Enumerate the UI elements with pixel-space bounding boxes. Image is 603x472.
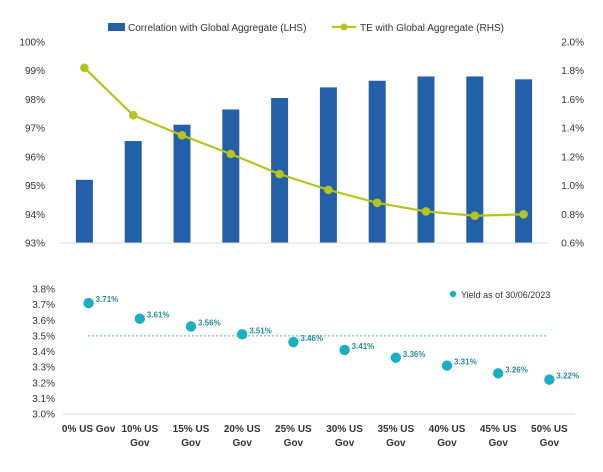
yield-point (493, 368, 504, 379)
correlation-bar (319, 87, 337, 244)
x-tick-label: Gov (181, 438, 201, 449)
correlation-bar (75, 179, 93, 243)
x-tick-label: 15% US (173, 424, 210, 435)
correlation-bar (368, 80, 386, 243)
correlation-bar (222, 109, 240, 243)
x-tick-label: Gov (540, 438, 560, 449)
bottom-legend: Yield as of 30/06/2023 (449, 290, 550, 300)
right-axis-tick-label: 1.6% (561, 95, 584, 106)
legend-bar-label: Correlation with Global Aggregate (LHS) (128, 23, 306, 34)
legend-yield-marker (449, 290, 457, 298)
yield-data-label: 3.36% (403, 350, 426, 359)
legend-yield-label: Yield as of 30/06/2023 (461, 290, 550, 300)
correlation-bar (515, 79, 533, 243)
te-point (275, 169, 284, 179)
yield-data-label: 3.51% (249, 326, 272, 335)
left-axis-tick-label: 95% (25, 181, 45, 192)
right-axis-tick-label: 0.8% (561, 210, 584, 221)
yield-axis-tick-label: 3.1% (32, 394, 55, 405)
x-tick-label: 25% US (275, 424, 312, 435)
te-point (421, 207, 431, 216)
yield-axis-tick-label: 3.8% (32, 285, 55, 296)
x-tick-label: 0% US Gov (62, 424, 116, 435)
correlation-te-chart: 93% 94% 95% 96% 97% 98% 99% 100% 0.6% 0.8% 1.0% 1.2… (19, 23, 584, 250)
yield-axis-tick-label: 3.2% (32, 378, 55, 389)
yield-data-label: 3.22% (556, 372, 579, 381)
yield-data-label: 3.46% (300, 334, 323, 343)
x-tick-label: 45% US (480, 424, 517, 435)
yield-point (390, 352, 401, 363)
legend-line-marker (340, 23, 348, 31)
left-axis-tick-label: 99% (25, 66, 45, 77)
left-axis-tick-label: 96% (25, 152, 45, 163)
te-point (372, 198, 382, 208)
yield-axis-tick-label: 3.7% (32, 300, 55, 311)
left-axis-tick-label: 93% (25, 239, 45, 250)
yield-point (544, 374, 555, 385)
right-axis-tick-label: 2.0% (561, 38, 584, 49)
x-tick-label: 30% US (326, 424, 363, 435)
x-tick-label: Gov (488, 438, 508, 449)
yield-axis-tick-label: 3.3% (32, 363, 55, 374)
left-axis-tick-label: 97% (25, 124, 45, 135)
right-axis-tick-label: 1.4% (561, 124, 584, 135)
legend-line-label: TE with Global Aggregate (RHS) (360, 23, 504, 34)
x-tick-label: 50% US (531, 424, 568, 435)
x-tick-label: 40% US (429, 424, 466, 435)
te-point (324, 185, 333, 195)
yield-point (339, 344, 350, 356)
right-axis-tick-label: 1.2% (561, 152, 584, 163)
right-axis-tick-label: 0.6% (561, 239, 584, 250)
left-axis-tick-label: 100% (19, 38, 45, 49)
x-tick-label: Gov (232, 438, 252, 449)
te-point (470, 211, 480, 221)
left-axis-tick-label: 98% (25, 95, 45, 106)
yield-axis-tick-label: 3.5% (32, 331, 55, 342)
yield-axis-tick-label: 3.0% (32, 410, 55, 421)
yield-point (288, 336, 299, 348)
top-legend: Correlation with Global Aggregate (LHS) T… (108, 23, 504, 34)
legend-bar-swatch (108, 23, 125, 31)
te-point (519, 209, 528, 219)
te-point (177, 131, 187, 140)
right-axis-tick-label: 1.0% (561, 181, 584, 192)
yield-point (134, 313, 145, 324)
yield-chart: 3.0% 3.1% 3.2% 3.3% 3.4% 3.5% 3.6% 3.7% 3.8% 3.71… (32, 285, 579, 450)
left-axis-tick-label: 94% (25, 210, 45, 221)
yield-point (83, 297, 94, 309)
x-tick-label: 20% US (224, 424, 261, 435)
yield-data-label: 3.71% (96, 295, 119, 304)
te-point (80, 63, 89, 73)
x-tick-label: Gov (437, 438, 457, 449)
yield-point (441, 360, 453, 371)
x-tick-label: 35% US (377, 424, 414, 435)
correlation-bar (173, 124, 191, 243)
yield-data-label: 3.41% (352, 342, 375, 351)
yield-data-label: 3.56% (198, 319, 221, 328)
x-tick-label: 10% US (121, 424, 158, 435)
te-point (226, 149, 236, 159)
right-axis-tick-label: 1.8% (561, 66, 584, 77)
correlation-bar (124, 141, 142, 243)
yield-point (237, 329, 248, 340)
yield-data-label: 3.31% (454, 358, 477, 367)
correlation-bar (466, 76, 484, 243)
yield-data-label: 3.26% (505, 365, 528, 374)
te-point (128, 110, 138, 120)
te-line (83, 67, 524, 217)
x-tick-label: Gov (284, 438, 304, 449)
x-tick-label: Gov (335, 438, 355, 449)
yield-data-label: 3.61% (147, 311, 170, 320)
x-tick-label: Gov (130, 438, 150, 449)
correlation-bar (417, 76, 435, 243)
x-tick-label: Gov (386, 438, 406, 449)
yield-axis-tick-label: 3.4% (32, 347, 55, 358)
yield-point (185, 321, 197, 332)
yield-axis-tick-label: 3.6% (32, 316, 55, 327)
